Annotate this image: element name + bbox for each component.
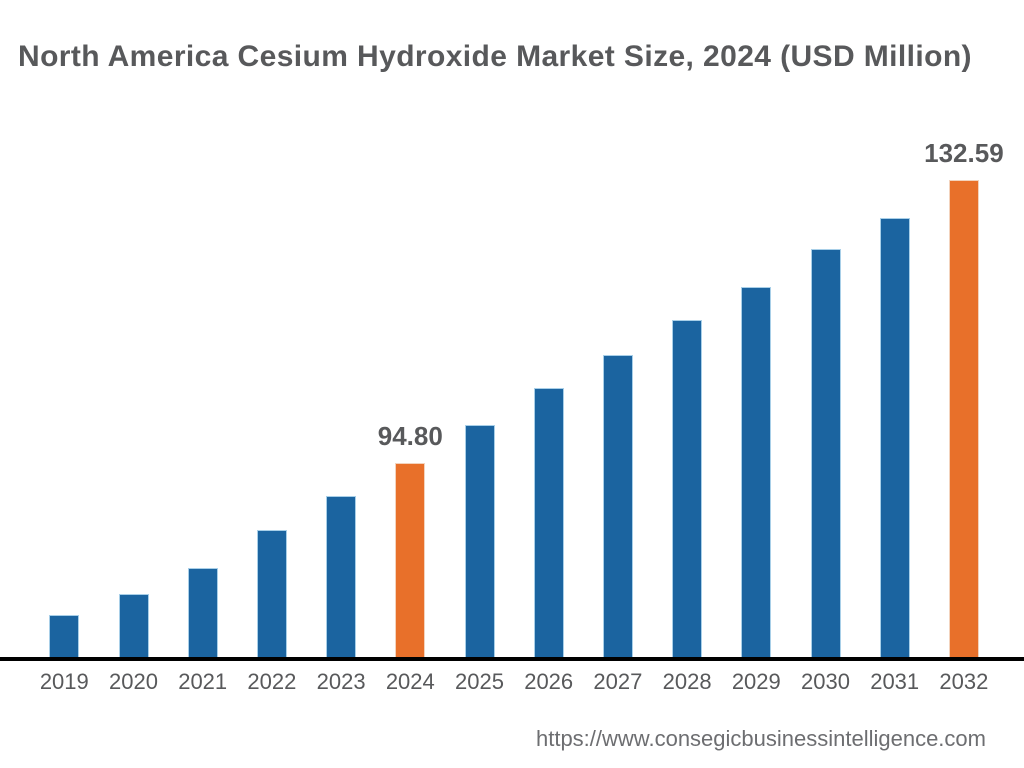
source-url: https://www.consegicbusinessintelligence… [535,726,986,751]
bar-2027 [602,355,633,657]
x-tick-2032: 2032 [939,669,989,694]
x-tick-2027: 2027 [593,669,643,694]
bar-2020 [118,594,149,657]
x-tick-2019: 2019 [39,669,89,694]
bar-2022 [256,530,287,657]
x-tick-2029: 2029 [731,669,781,694]
bar-2026 [533,388,564,657]
x-axis-line [0,657,1024,661]
bar-2021 [187,567,218,657]
bar-2023 [326,496,357,657]
x-tick-2024: 2024 [385,669,435,694]
plot-area: 94.80 132.59 [49,138,1004,657]
x-tick-2020: 2020 [109,669,158,694]
bar-2029 [741,287,772,657]
x-tick-2022: 2022 [247,669,297,694]
bar-2030 [810,248,841,657]
bar-2032 [948,180,979,657]
bar-2031 [879,218,910,657]
x-tick-2023: 2023 [316,669,366,694]
bar-2019 [49,615,80,657]
data-label-2024: 94.80 [377,421,443,451]
x-axis-tick-labels: 2019 2020 2021 2022 2023 2024 2025 2026 2027 2028… [0,669,1024,699]
x-tick-2025: 2025 [455,669,504,694]
data-label-2032: 132.59 [924,138,1004,168]
chart-title: North America Cesium Hydroxide Market Si… [18,40,972,73]
x-tick-2026: 2026 [524,669,574,694]
bar-2024 [395,463,426,657]
x-tick-2028: 2028 [662,669,712,694]
x-tick-2031: 2031 [870,669,920,694]
x-tick-2021: 2021 [178,669,228,694]
bar-2025 [464,424,495,657]
bar-2028 [672,319,703,657]
x-tick-2030: 2030 [801,669,850,694]
